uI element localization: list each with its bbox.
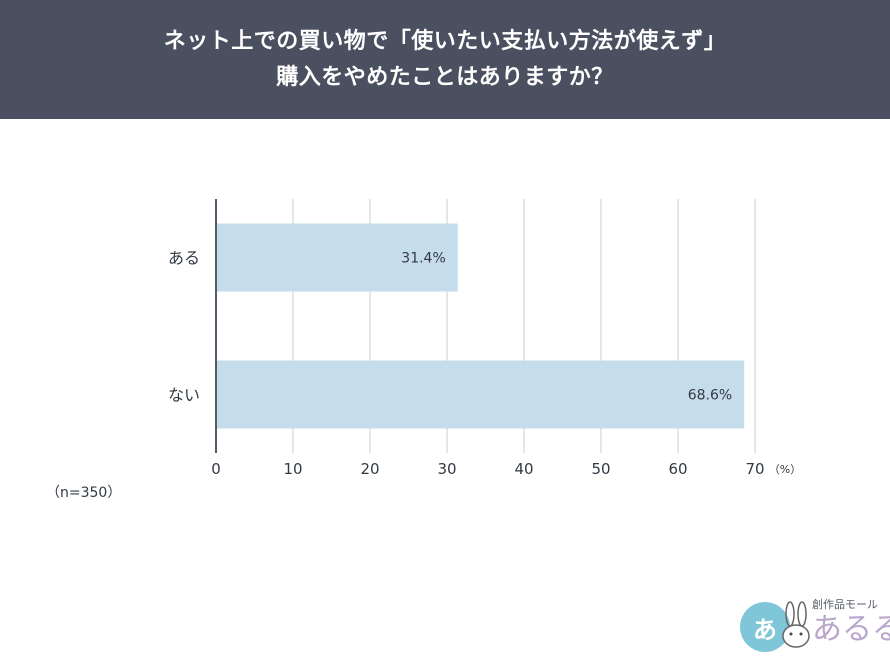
rabbit-icon: [782, 601, 810, 648]
x-tick-label: 70: [745, 460, 764, 478]
category-label: ある: [168, 249, 200, 268]
labels: 0 10 20 30 40 50 60 70 （%） 31.4% ある 68.6% ない: [168, 249, 801, 479]
x-tick-label: 20: [360, 460, 379, 478]
brand-logo: あ 創作品モール あるる: [740, 596, 890, 658]
x-tick-label: 10: [283, 460, 302, 478]
x-tick-label: 0: [211, 460, 221, 478]
title-banner: ネット上での買い物で「使いたい支払い方法が使えず」 購入をやめたことはありますか…: [0, 0, 890, 119]
x-unit-label: （%）: [769, 463, 801, 476]
x-tick-label: 30: [437, 460, 456, 478]
logo-mark: あ: [740, 602, 790, 652]
bars: [216, 223, 745, 429]
x-tick-label: 60: [668, 460, 687, 478]
category-label: ない: [168, 386, 200, 405]
bar-value-label: 31.4%: [401, 251, 445, 267]
bar-value-label: 68.6%: [688, 388, 732, 404]
bar: [216, 223, 458, 292]
bar: [216, 360, 745, 429]
logo-tagline: 創作品モール: [812, 598, 878, 611]
sample-size-note: （n=350）: [46, 485, 122, 501]
title-line-1: ネット上での買い物で「使いたい支払い方法が使えず」: [163, 28, 727, 54]
bar-chart: 0 10 20 30 40 50 60 70 （%） 31.4% ある 68.6% ない: [168, 199, 801, 479]
title-line-2: 購入をやめたことはありますか？: [276, 64, 614, 90]
x-tick-label: 40: [514, 460, 533, 478]
logo-brand: あるる: [812, 612, 890, 647]
x-tick-label: 50: [591, 460, 610, 478]
